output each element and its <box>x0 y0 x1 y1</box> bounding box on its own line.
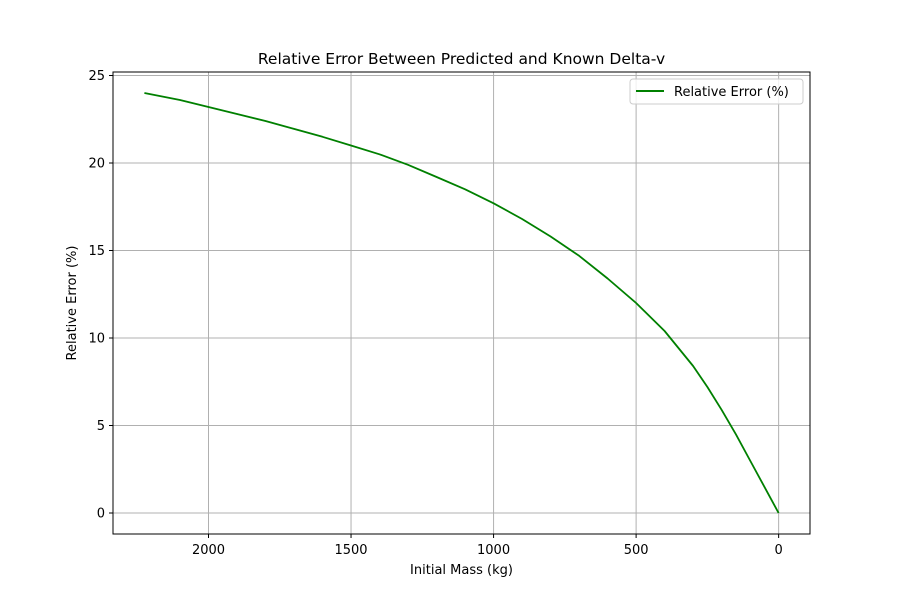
y-axis-label: Relative Error (%) <box>65 246 80 361</box>
legend-label: Relative Error (%) <box>674 85 789 100</box>
grid <box>113 72 810 534</box>
x-tick-label: 1000 <box>477 543 510 558</box>
chart-title: Relative Error Between Predicted and Kno… <box>258 50 665 68</box>
legend: Relative Error (%) <box>629 78 804 105</box>
x-tick-label: 2000 <box>192 543 225 558</box>
x-tick-label: 500 <box>624 543 649 558</box>
legend-box <box>629 78 804 105</box>
x-axis-label: Initial Mass (kg) <box>410 563 513 578</box>
plot-area-frame <box>112 71 811 535</box>
y-tick-label: 20 <box>88 157 105 172</box>
x-tick-label: 0 <box>775 543 783 558</box>
series-line <box>144 92 780 514</box>
y-tick-label: 10 <box>88 332 105 347</box>
x-tick-label: 1500 <box>334 543 367 558</box>
y-tick-label: 15 <box>88 244 105 259</box>
y-tick-label: 5 <box>97 419 105 434</box>
y-tick-label: 0 <box>97 507 105 522</box>
y-tick-label: 25 <box>88 69 105 84</box>
ticks: 2000 1500 1000 500 0 0 5 10 15 20 25 <box>88 69 782 558</box>
series-layer <box>144 92 780 514</box>
